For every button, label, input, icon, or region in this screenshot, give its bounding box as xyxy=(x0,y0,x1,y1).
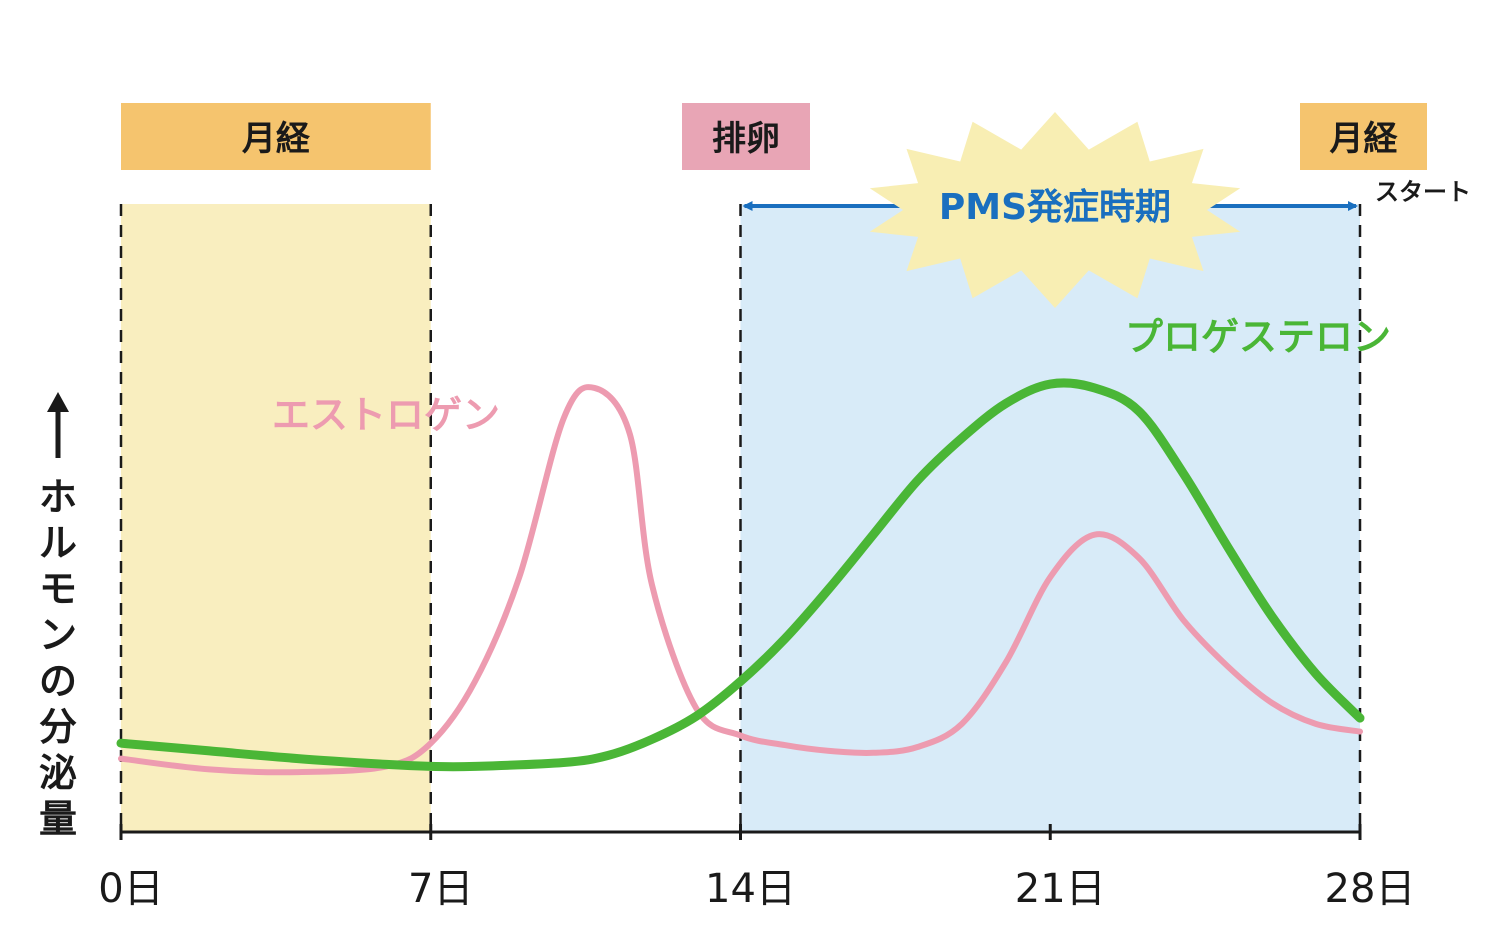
phase-label-text: 月経 xyxy=(242,119,311,159)
y-axis-label-char: モ xyxy=(39,567,77,611)
start-label: スタート xyxy=(1375,178,1471,206)
pms-burst-shape xyxy=(869,112,1241,308)
x-axis-ticks: 0日 7日 14日 21日 28日 xyxy=(98,824,1415,912)
estrogen-curve xyxy=(118,384,1363,776)
phase-label-menstruation-start: 月経 xyxy=(121,103,431,170)
phase-label-text: 月経 xyxy=(1330,119,1399,159)
y-axis-label-char: 量 xyxy=(39,797,77,841)
phase-label-menstruation-next: 月経 xyxy=(1300,103,1427,170)
pms-period-label: PMS発症時期 xyxy=(939,187,1171,228)
y-axis-label-char: 分 xyxy=(39,705,77,749)
y-axis-label-char: 泌 xyxy=(39,751,77,795)
x-tick-label: 0日 xyxy=(98,866,163,912)
x-tick-label: 14日 xyxy=(705,866,796,912)
phase-label-text: 排卵 xyxy=(712,119,780,159)
progesterone-curve xyxy=(116,378,1365,772)
y-axis-label-char: の xyxy=(39,659,77,703)
y-axis-label-char: ン xyxy=(39,613,77,657)
menstruation-region xyxy=(121,204,431,832)
y-axis-label-char: ル xyxy=(39,521,77,565)
x-tick-label: 7日 xyxy=(408,866,473,912)
y-axis-arrowhead-icon xyxy=(47,392,69,412)
x-tick-label: 21日 xyxy=(1015,866,1106,912)
luteal-phase-region xyxy=(740,204,1360,832)
progesterone-series-label: プロゲステロン xyxy=(1125,315,1391,359)
phase-label-ovulation: 排卵 xyxy=(682,103,810,170)
x-tick-label: 28日 xyxy=(1325,866,1416,912)
y-axis-label-char: ホ xyxy=(39,475,77,519)
estrogen-series-label: エストロゲン xyxy=(272,393,500,437)
